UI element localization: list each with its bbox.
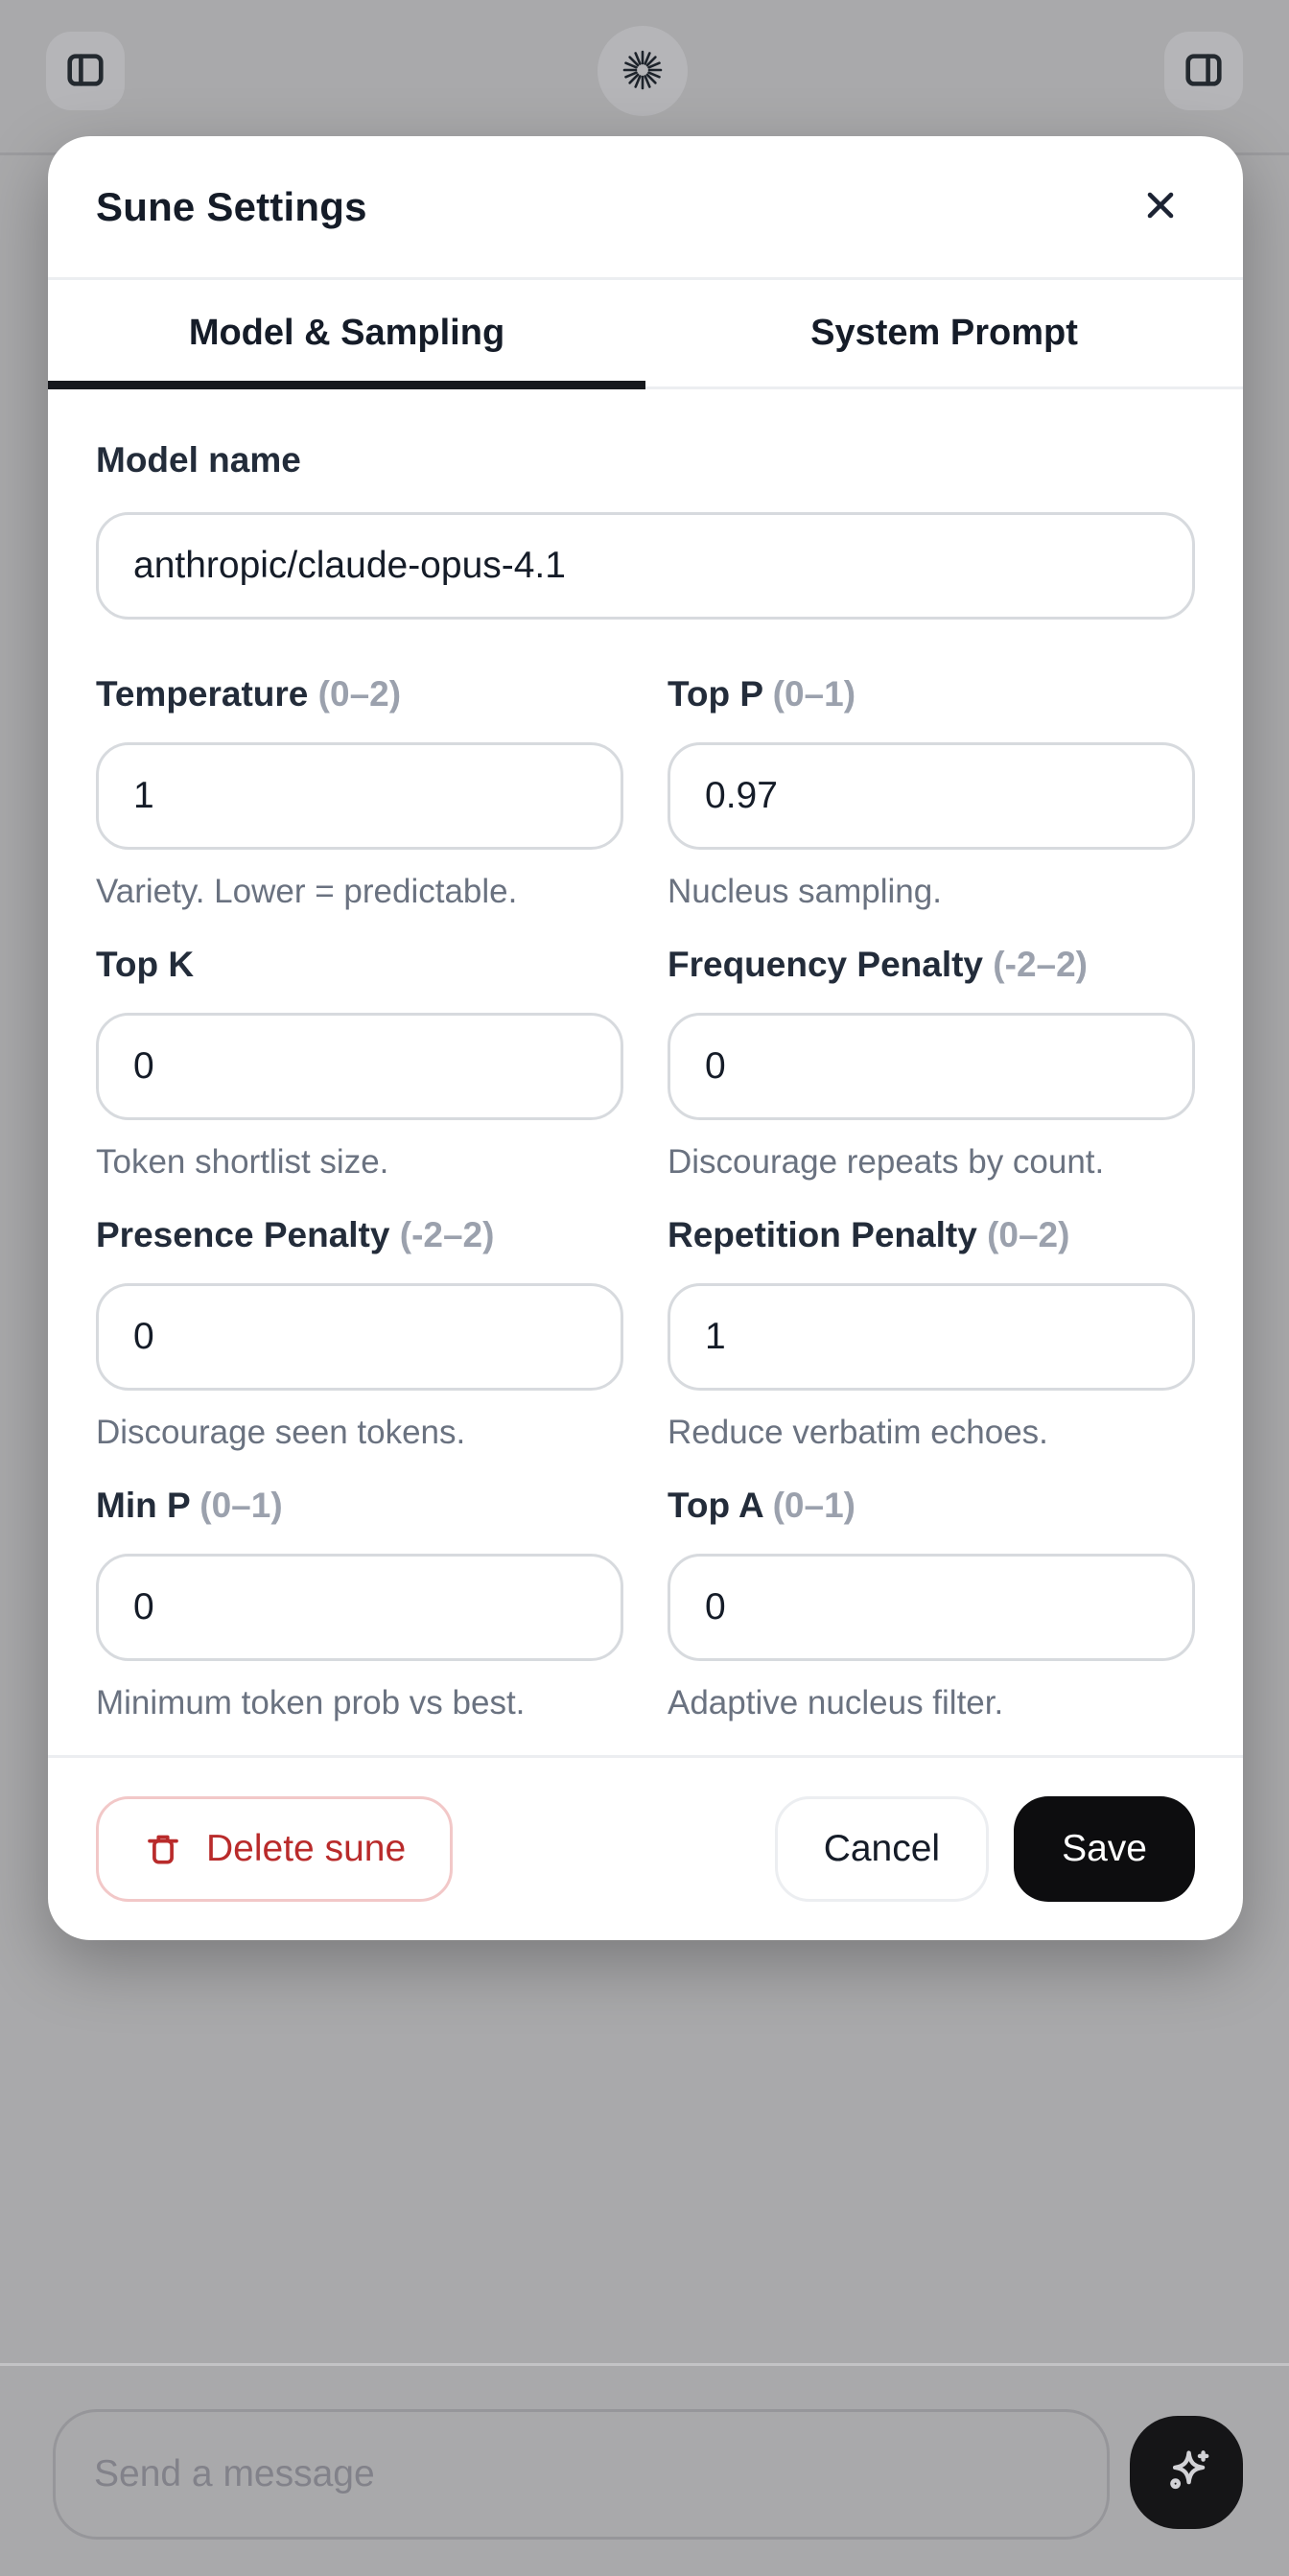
trash-icon [143,1829,183,1869]
frequency-penalty-label: Frequency Penalty (-2–2) [668,944,1195,986]
sidebar-toggle-button[interactable] [46,32,125,110]
presence-penalty-help: Discourage seen tokens. [96,1414,466,1451]
send-sparkle-button[interactable] [1130,2416,1243,2529]
label-range: (0–2) [317,674,402,714]
label-text: Repetition Penalty [668,1215,977,1254]
top-p-label: Top P (0–1) [668,673,1195,715]
dialog-tabs: Model & Sampling System Prompt [48,280,1243,389]
label-range: (0–1) [772,1486,855,1525]
repetition-penalty-input[interactable] [668,1283,1195,1391]
min-p-input[interactable] [96,1554,623,1661]
top-a-group: Top A (0–1) Adaptive nucleus filter. [668,1485,1195,1724]
temperature-help: Variety. Lower = predictable. [96,873,518,910]
sune-settings-dialog: Sune Settings Model & Sampling System Pr… [48,136,1243,1940]
panel-right-icon [1182,48,1226,95]
label-range: (0–1) [199,1486,283,1525]
tab-system-prompt[interactable]: System Prompt [645,280,1243,386]
label-range: (-2–2) [993,945,1088,984]
app-logo-button[interactable] [598,26,688,116]
dialog-header: Sune Settings [48,136,1243,280]
sampling-grid: Temperature (0–2) Variety. Lower = predi… [96,673,1195,1724]
top-k-input[interactable] [96,1013,623,1120]
min-p-help: Minimum token prob vs best. [96,1684,526,1721]
repetition-penalty-group: Repetition Penalty (0–2) Reduce verbatim… [668,1214,1195,1454]
label-text: Top A [668,1486,763,1525]
repetition-penalty-label: Repetition Penalty (0–2) [668,1214,1195,1256]
temperature-label: Temperature (0–2) [96,673,623,715]
top-k-group: Top K Token shortlist size. [96,944,623,1183]
top-p-input[interactable] [668,742,1195,850]
temperature-group: Temperature (0–2) Variety. Lower = predi… [96,673,623,913]
min-p-group: Min P (0–1) Minimum token prob vs best. [96,1485,623,1724]
label-text: Presence Penalty [96,1215,390,1254]
tab-label: System Prompt [810,313,1078,353]
temperature-input[interactable] [96,742,623,850]
frequency-penalty-input[interactable] [668,1013,1195,1120]
model-name-group: Model name [96,439,1195,620]
close-button[interactable] [1124,171,1197,244]
dialog-footer: Delete sune Cancel Save [48,1755,1243,1940]
label-range: (-2–2) [399,1215,495,1254]
top-p-group: Top P (0–1) Nucleus sampling. [668,673,1195,913]
top-a-input[interactable] [668,1554,1195,1661]
delete-sune-button[interactable]: Delete sune [96,1796,454,1902]
message-input[interactable] [53,2409,1110,2540]
model-name-label: Model name [96,440,301,480]
label-text: Top P [668,674,763,714]
dialog-title: Sune Settings [96,183,367,229]
repetition-penalty-help: Reduce verbatim echoes. [668,1414,1048,1451]
dialog-body: Model name Temperature (0–2) Variety. Lo… [48,389,1243,1755]
min-p-label: Min P (0–1) [96,1485,623,1527]
top-a-help: Adaptive nucleus filter. [668,1684,1004,1721]
label-text: Top K [96,945,195,984]
model-name-input[interactable] [96,512,1195,620]
close-x-icon [1139,184,1182,229]
cancel-button[interactable]: Cancel [774,1796,990,1902]
starburst-logo-icon [620,47,666,96]
sparkle-icon [1157,2442,1216,2504]
label-text: Min P [96,1486,190,1525]
label-range: (0–2) [987,1215,1070,1254]
label-range: (0–1) [772,674,856,714]
label-text: Frequency Penalty [668,945,984,984]
top-a-label: Top A (0–1) [668,1485,1195,1527]
tab-label: Model & Sampling [188,313,505,353]
presence-penalty-input[interactable] [96,1283,623,1391]
top-p-help: Nucleus sampling. [668,873,942,910]
composer-divider [0,2363,1289,2366]
presence-penalty-label: Presence Penalty (-2–2) [96,1214,623,1256]
frequency-penalty-group: Frequency Penalty (-2–2) Discourage repe… [668,944,1195,1183]
top-k-help: Token shortlist size. [96,1143,389,1181]
right-panel-toggle-button[interactable] [1164,32,1243,110]
panel-left-icon [63,48,107,95]
frequency-penalty-help: Discourage repeats by count. [668,1143,1105,1181]
presence-penalty-group: Presence Penalty (-2–2) Discourage seen … [96,1214,623,1454]
top-k-label: Top K [96,944,623,986]
label-text: Temperature [96,674,309,714]
save-button[interactable]: Save [1014,1796,1195,1902]
tab-model-sampling[interactable]: Model & Sampling [48,280,645,389]
delete-sune-label: Delete sune [206,1828,407,1869]
